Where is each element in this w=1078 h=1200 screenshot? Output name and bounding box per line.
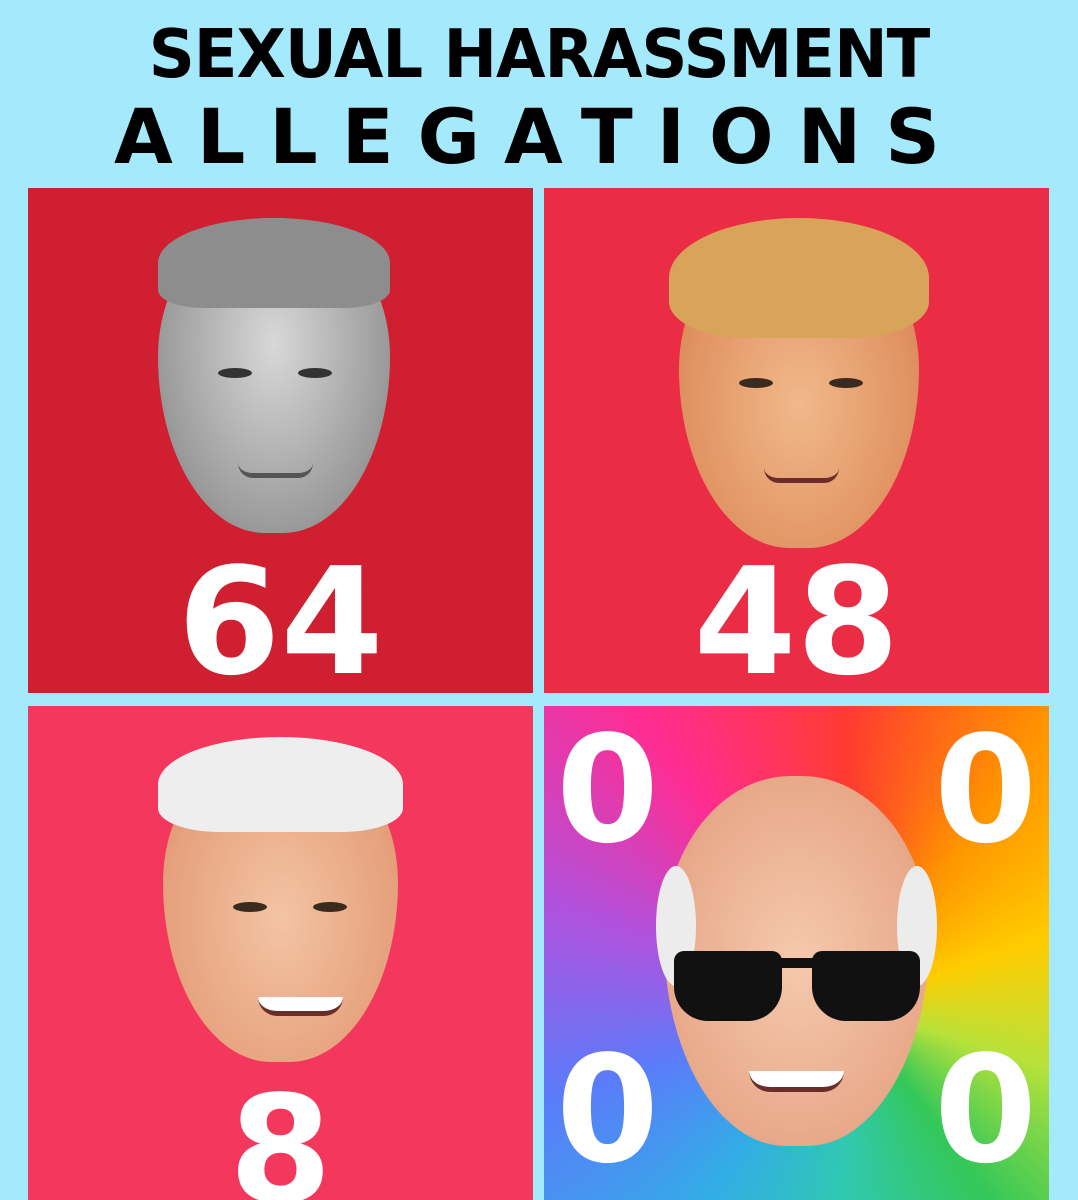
allegation-count-bottom-right: 0 — [934, 1024, 1037, 1196]
panel-top-right: 48 — [544, 188, 1049, 693]
allegation-count: 64 — [177, 536, 384, 693]
face-photo-with-sunglasses — [656, 776, 937, 1146]
allegation-count-bottom-left: 0 — [556, 1024, 659, 1196]
allegation-count-top-right: 0 — [934, 706, 1037, 876]
panel-bottom-right-rainbow: 0 0 0 0 — [544, 706, 1049, 1200]
allegation-count: 48 — [693, 536, 900, 693]
title-line-1: SEXUAL HARASSMENT — [148, 16, 931, 94]
face-photo-blond-hair — [669, 218, 929, 548]
title-line-2: ALLEGATIONS — [114, 92, 964, 181]
allegation-count: 8 — [229, 1064, 332, 1200]
grayscale-face-photo — [158, 218, 390, 533]
panel-top-left: 64 — [28, 188, 533, 693]
allegation-count-top-left: 0 — [556, 706, 659, 876]
panel-bottom-left: 8 — [28, 706, 533, 1200]
sunglasses-icon — [674, 951, 782, 1021]
face-photo-white-hair — [158, 737, 403, 1062]
